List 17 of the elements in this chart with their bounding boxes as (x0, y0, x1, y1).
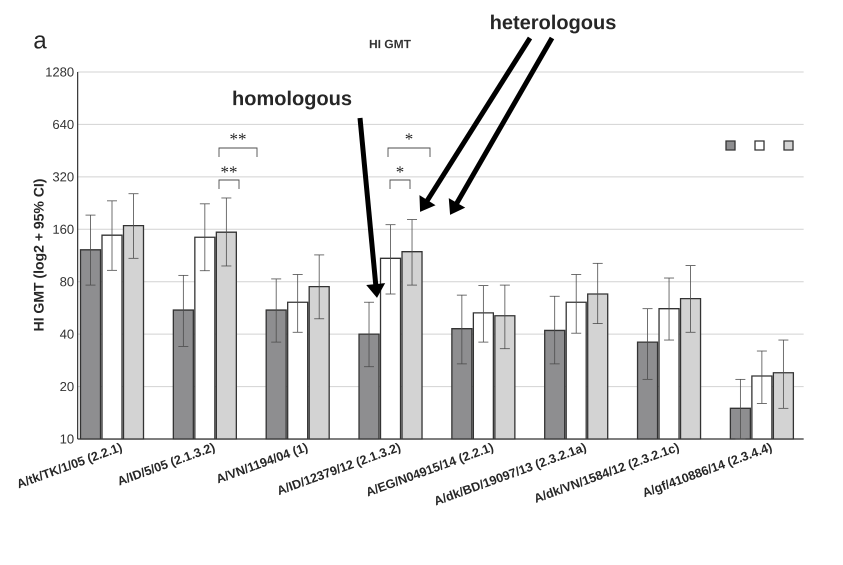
y-axis-title: HI GMT (log2 + 95% CI) (33, 179, 47, 330)
text: a (34, 35, 47, 49)
y-tick-label: 640 (53, 120, 74, 130)
annotation: * (396, 166, 404, 173)
y-tick-label: 10 (60, 434, 74, 444)
y-tick-label: 40 (60, 330, 74, 339)
y-tick-label: 80 (60, 277, 74, 286)
annotation: ** (221, 166, 237, 173)
annotation: * (406, 133, 412, 140)
y-tick-label: 320 (52, 172, 74, 182)
annotation: homologous (233, 90, 352, 110)
y-tick-label: 160 (53, 224, 74, 234)
y-tick-label: 1280 (46, 67, 74, 77)
chart-title: HI GMT (370, 40, 411, 48)
annotation: ** (230, 133, 246, 140)
text: heterologous (491, 14, 616, 34)
y-tick-label: 20 (60, 382, 74, 392)
